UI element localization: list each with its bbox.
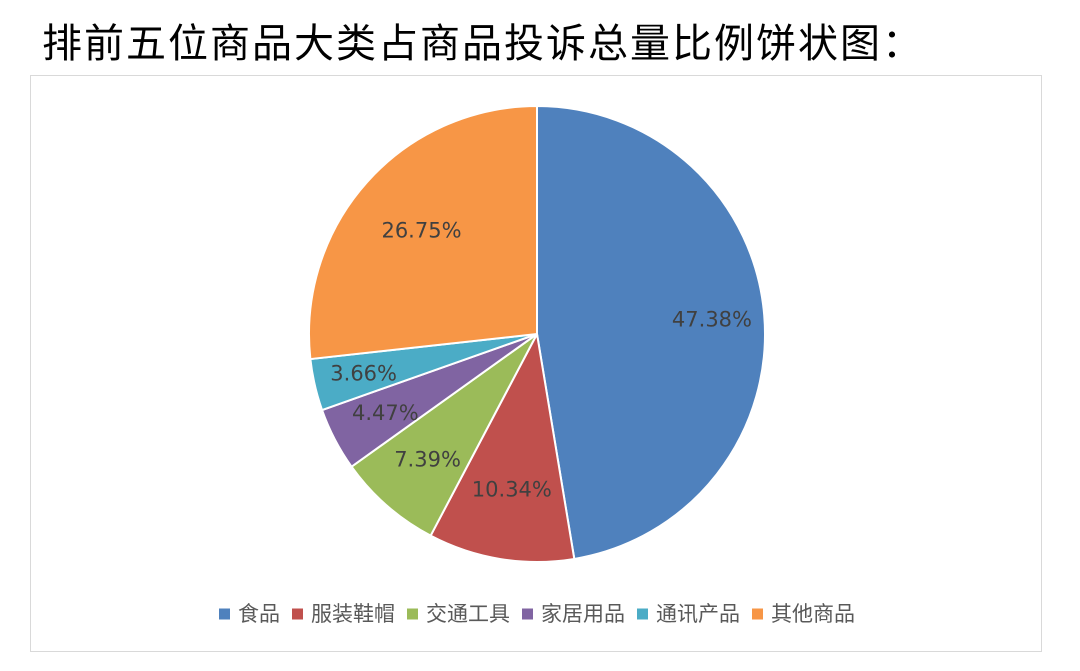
legend-label-slice-1: 服装鞋帽 xyxy=(311,602,395,626)
legend-swatch-slice-0 xyxy=(219,608,230,620)
legend-swatch-slice-1 xyxy=(292,608,303,620)
data-label-slice-1: 10.34% xyxy=(472,477,552,501)
data-label-slice-5: 26.75% xyxy=(381,219,461,243)
pie-slice-5 xyxy=(308,104,538,361)
legend-label-slice-5: 其他商品 xyxy=(771,602,855,626)
legend-item-slice-1: 服装鞋帽 xyxy=(292,602,395,626)
pie-slices xyxy=(308,104,766,563)
legend-label-slice-2: 交通工具 xyxy=(426,602,510,626)
legend-swatch-slice-5 xyxy=(752,608,763,620)
data-label-slice-0: 47.38% xyxy=(672,308,752,332)
data-label-slice-2: 7.39% xyxy=(394,447,461,471)
legend-swatch-slice-3 xyxy=(522,608,533,620)
data-label-slice-4: 3.66% xyxy=(330,362,397,386)
legend-item-slice-2: 交通工具 xyxy=(407,602,510,626)
legend-label-slice-3: 家居用品 xyxy=(541,602,625,626)
pie-data-labels: 47.38% 10.34% 7.39% 4.47% 3.66% 26.75% xyxy=(330,219,752,502)
pie-slice-0 xyxy=(536,104,766,561)
legend-item-slice-4: 通讯产品 xyxy=(637,602,740,626)
legend-swatch-slice-4 xyxy=(637,608,648,620)
legend-item-slice-5: 其他商品 xyxy=(752,602,855,626)
data-label-slice-3: 4.47% xyxy=(352,401,419,425)
chart-frame: 47.38% 10.34% 7.39% 4.47% 3.66% 26.75% 食品 服装鞋帽… xyxy=(30,75,1042,652)
legend-swatch-slice-2 xyxy=(407,608,418,620)
pie-slice-2 xyxy=(350,333,538,538)
legend-label-slice-0: 食品 xyxy=(238,602,280,626)
legend-item-slice-0: 食品 xyxy=(219,602,280,626)
legend-label-slice-4: 通讯产品 xyxy=(656,602,740,626)
legend-item-slice-3: 家居用品 xyxy=(522,602,625,626)
chart-legend: 食品 服装鞋帽 交通工具 家居用品 通讯产品 其他商品 xyxy=(219,602,855,626)
pie-slice-1 xyxy=(429,330,576,563)
pie-chart: 47.38% 10.34% 7.39% 4.47% 3.66% 26.75% 食品 服装鞋帽… xyxy=(219,104,855,626)
page-title: 排前五位商品大类占商品投诉总量比例饼状图： xyxy=(42,21,924,67)
